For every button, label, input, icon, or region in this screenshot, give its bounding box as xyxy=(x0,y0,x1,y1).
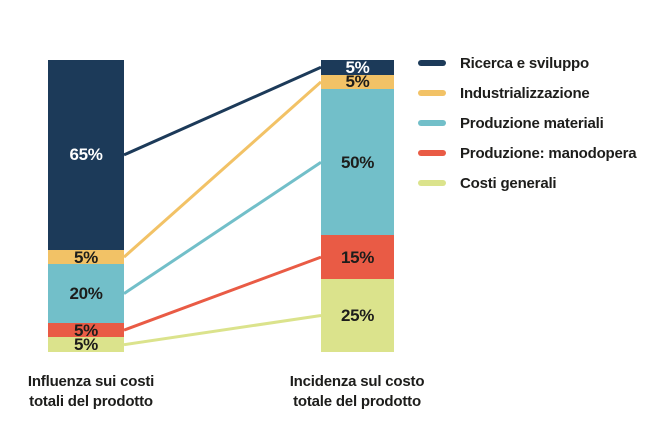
axis-label-left-line1: Influenza sui costi xyxy=(27,373,155,390)
axis-label-right-line1: Incidenza sul costo xyxy=(289,373,425,390)
axis-label-right-line2: totale del prodotto xyxy=(293,393,421,410)
axis-label-right: Incidenza sul costo totale del prodotto xyxy=(282,372,432,412)
legend-label: Ricerca e sviluppo xyxy=(460,54,589,72)
legend-label: Costi generali xyxy=(460,174,557,192)
segment-value-label: 5% xyxy=(345,72,370,92)
slope-line-industrializzazione xyxy=(123,80,322,259)
bar-0-segment-produzione-manodopera: 5% xyxy=(48,320,124,340)
slope-line-costi-generali xyxy=(123,314,322,347)
legend-swatch-costi-generali xyxy=(418,180,446,186)
slope-line-produzione-manodopera xyxy=(123,255,322,332)
bar-1-segment-produzione-manodopera: 15% xyxy=(321,235,394,279)
legend-item-costi-generali: Costi generali xyxy=(418,168,636,198)
segment-value-label: 20% xyxy=(69,284,103,304)
segment-value-label: 50% xyxy=(340,152,375,172)
segment-value-label: 5% xyxy=(74,247,98,267)
slope-line-produzione-materiali xyxy=(123,160,322,295)
segment-value-label: 5% xyxy=(74,335,98,355)
stacked-bar-left: 65% 5% 20% 5% 5% xyxy=(48,60,124,355)
legend-label: Industrializzazione xyxy=(460,84,590,102)
legend-swatch-ricerca-e-sviluppo xyxy=(418,60,446,66)
legend-item-produzione-manodopera: Produzione: manodopera xyxy=(418,138,637,168)
segment-value-label: 25% xyxy=(340,305,375,325)
bar-1-segment-ricerca-e-sviluppo: 5% xyxy=(321,57,394,77)
legend-swatch-produzione-manodopera xyxy=(418,150,446,156)
axis-label-left-line2: totali del prodotto xyxy=(29,393,153,410)
bar-0-segment-costi-generali: 5% xyxy=(48,335,124,355)
bar-1-segment-costi-generali: 25% xyxy=(321,278,394,352)
bar-0-segment-ricerca-e-sviluppo: 65% xyxy=(48,60,124,250)
legend-swatch-industrializzazione xyxy=(418,90,446,96)
bar-0-segment-produzione-materiali: 20% xyxy=(48,264,124,323)
axis-label-left: Influenza sui costi totali del prodotto xyxy=(16,372,166,412)
segment-value-label: 5% xyxy=(345,57,370,77)
legend-label: Produzione materiali xyxy=(460,114,604,132)
segment-value-label: 15% xyxy=(340,247,375,267)
segment-value-label: 5% xyxy=(74,320,98,340)
legend: Ricerca e sviluppo Industrializzazione P… xyxy=(418,48,637,198)
stacked-bar-right: 5% 5% 50% 15% 25% xyxy=(321,57,394,352)
legend-item-produzione-materiali: Produzione materiali xyxy=(418,108,636,138)
segment-value-label: 65% xyxy=(69,145,103,165)
bar-1-segment-industrializzazione: 5% xyxy=(321,72,394,92)
legend-swatch-produzione-materiali xyxy=(418,120,446,126)
legend-label: Produzione: manodopera xyxy=(460,144,637,162)
legend-item-ricerca-e-sviluppo: Ricerca e sviluppo xyxy=(418,48,636,78)
bar-0-segment-industrializzazione: 5% xyxy=(48,247,124,267)
legend-item-industrializzazione: Industrializzazione xyxy=(418,78,636,108)
bar-1-segment-produzione-materiali: 50% xyxy=(321,89,394,236)
slope-line-ricerca-e-sviluppo xyxy=(123,65,322,157)
